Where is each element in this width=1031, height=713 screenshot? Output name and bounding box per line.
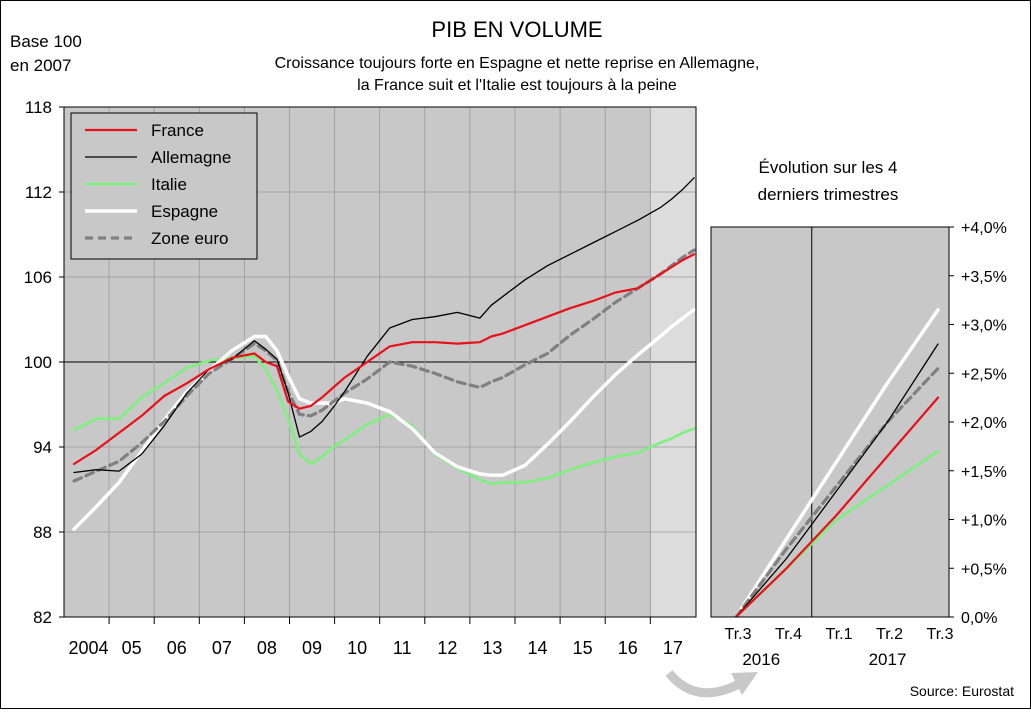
- main-x-tick-label: 07: [212, 638, 232, 658]
- main-y-tick-label: 82: [33, 608, 52, 627]
- main-x-tick-label: 05: [122, 638, 142, 658]
- small-x-tick-label: Tr.3: [725, 626, 752, 643]
- main-x-tick-label: 11: [393, 638, 412, 658]
- small-x-tick-label: Tr.3: [927, 626, 954, 643]
- small-series-line-zone-euro: [734, 366, 940, 617]
- chart-title: PIB EN VOLUME: [431, 17, 602, 42]
- main-x-tick-label: 2004: [69, 638, 109, 658]
- small-y-tick-label: +2,5%: [961, 366, 1007, 383]
- main-y-tick-label: 112: [25, 183, 52, 202]
- small-y-tick-label: +2,0%: [961, 415, 1007, 432]
- small-y-tick-label: +3,0%: [961, 318, 1007, 335]
- main-x-tick-label: 16: [618, 638, 638, 658]
- unit-label-line1: Base 100: [10, 32, 82, 51]
- main-y-tick-label: 118: [25, 98, 52, 117]
- small-y-axis: +4,0% +3,5% +3,0% +2,5% +2,0% +1,5% +1,0% +0,5%…: [949, 220, 1007, 627]
- main-series-line-france: [72, 253, 696, 466]
- small-chart-title-line2: derniers trimestres: [758, 185, 899, 204]
- small-chart-title-line1: Évolution sur les 4: [759, 158, 898, 177]
- main-series-lines: [72, 177, 696, 531]
- small-y-tick-label: 0,0%: [961, 610, 997, 627]
- small-y-tick-label: +1,5%: [961, 464, 1007, 481]
- small-series-line-france: [734, 396, 940, 617]
- legend-label-zone-euro: Zone euro: [151, 229, 229, 248]
- main-x-axis: 2004 05 06 07 08 09 10 11 12 13 14 15 16 17: [69, 617, 683, 658]
- source-label: Source: Eurostat: [910, 683, 1014, 699]
- main-y-tick-label: 100: [24, 353, 52, 372]
- small-x-tick-label: Tr.2: [876, 626, 903, 643]
- main-x-tick-label: 09: [302, 638, 322, 658]
- small-x-axis: Tr.3 Tr.4 Tr.1 Tr.2 Tr.3 2016 2017: [725, 626, 954, 669]
- main-x-tick-label: 06: [167, 638, 187, 658]
- small-year-label: 2016: [742, 650, 780, 669]
- legend-label-espagne: Espagne: [151, 202, 218, 221]
- legend-label-allemagne: Allemagne: [151, 148, 231, 167]
- small-series-lines: [734, 308, 940, 617]
- main-series-line-allemagne: [73, 177, 695, 474]
- main-x-tick-label: 15: [573, 638, 593, 658]
- curved-arrow-icon: [665, 670, 758, 698]
- main-x-tick-label: 17: [663, 638, 683, 658]
- main-y-tick-label: 106: [24, 268, 52, 287]
- unit-label-line2: en 2007: [10, 56, 71, 75]
- main-series-line-zone-euro: [72, 248, 696, 483]
- main-series-line-italie: [72, 354, 696, 486]
- main-x-tick-label: 14: [528, 638, 548, 658]
- main-x-tick-label: 08: [257, 638, 277, 658]
- main-y-tick-label: 94: [33, 438, 52, 457]
- small-year-label: 2017: [869, 650, 907, 669]
- small-y-tick-label: +4,0%: [961, 220, 1007, 237]
- chart-subtitle-line1: Croissance toujours forte en Espagne et …: [275, 55, 760, 72]
- main-x-tick-label: 12: [437, 638, 457, 658]
- main-y-axis: 118 112 106 100 94 88 82: [24, 98, 64, 627]
- small-y-tick-label: +3,5%: [961, 269, 1007, 286]
- small-y-tick-label: +0,5%: [961, 561, 1007, 578]
- main-y-tick-label: 88: [33, 523, 52, 542]
- small-plot-area: [710, 226, 950, 618]
- small-x-tick-label: Tr.4: [775, 626, 802, 643]
- legend: France Allemagne Italie Espagne Zone euro: [70, 112, 258, 260]
- small-x-tick-label: Tr.1: [826, 626, 853, 643]
- chart-subtitle-line2: la France suit et l'Italie est toujours …: [357, 77, 677, 94]
- main-x-tick-label: 10: [347, 638, 367, 658]
- main-x-tick-label: 13: [482, 638, 502, 658]
- legend-label-france: France: [151, 121, 204, 140]
- small-series-line-allemagne: [735, 343, 939, 617]
- small-y-tick-label: +1,0%: [961, 513, 1007, 530]
- legend-label-italie: Italie: [151, 175, 187, 194]
- small-series-line-espagne: [734, 308, 940, 617]
